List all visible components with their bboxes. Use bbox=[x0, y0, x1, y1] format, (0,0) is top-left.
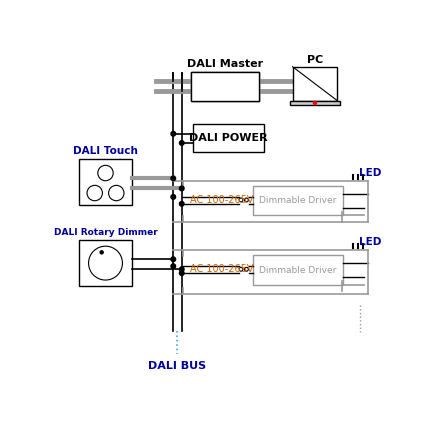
Circle shape bbox=[171, 257, 176, 262]
Text: DALI Rotary Dimmer: DALI Rotary Dimmer bbox=[54, 228, 157, 237]
Text: DALI Master: DALI Master bbox=[187, 59, 263, 69]
Circle shape bbox=[239, 268, 243, 271]
Text: DALI BUS: DALI BUS bbox=[148, 360, 206, 371]
Circle shape bbox=[171, 264, 176, 268]
Circle shape bbox=[171, 131, 176, 136]
Bar bbox=[293, 67, 337, 101]
Text: DALI Touch: DALI Touch bbox=[73, 146, 138, 157]
Circle shape bbox=[179, 141, 184, 145]
Circle shape bbox=[239, 198, 243, 202]
Circle shape bbox=[89, 246, 123, 280]
Bar bbox=[290, 101, 340, 105]
Bar bbox=[79, 240, 132, 286]
Text: AC 100-265V: AC 100-265V bbox=[190, 195, 254, 205]
Text: LED: LED bbox=[359, 168, 381, 178]
Circle shape bbox=[179, 267, 184, 272]
Bar bbox=[79, 159, 132, 205]
Circle shape bbox=[108, 185, 124, 201]
Circle shape bbox=[179, 186, 184, 191]
Circle shape bbox=[171, 176, 176, 181]
Bar bbox=[253, 186, 344, 215]
Bar bbox=[191, 72, 259, 101]
Text: Dimmable Driver: Dimmable Driver bbox=[259, 196, 336, 205]
Circle shape bbox=[179, 271, 184, 276]
Text: DALI POWER: DALI POWER bbox=[189, 133, 268, 143]
Text: Dimmable Driver: Dimmable Driver bbox=[259, 265, 336, 274]
Text: AC 100-265V: AC 100-265V bbox=[190, 264, 254, 274]
Circle shape bbox=[179, 202, 184, 206]
Text: PC: PC bbox=[307, 55, 323, 65]
Circle shape bbox=[98, 165, 113, 181]
Circle shape bbox=[314, 101, 317, 104]
Circle shape bbox=[244, 198, 248, 202]
Text: LED: LED bbox=[359, 237, 381, 247]
Bar bbox=[253, 256, 344, 285]
Circle shape bbox=[100, 251, 103, 254]
Circle shape bbox=[87, 185, 102, 201]
Bar bbox=[191, 72, 259, 101]
Circle shape bbox=[244, 268, 248, 271]
Circle shape bbox=[171, 195, 176, 199]
Bar bbox=[193, 124, 264, 152]
